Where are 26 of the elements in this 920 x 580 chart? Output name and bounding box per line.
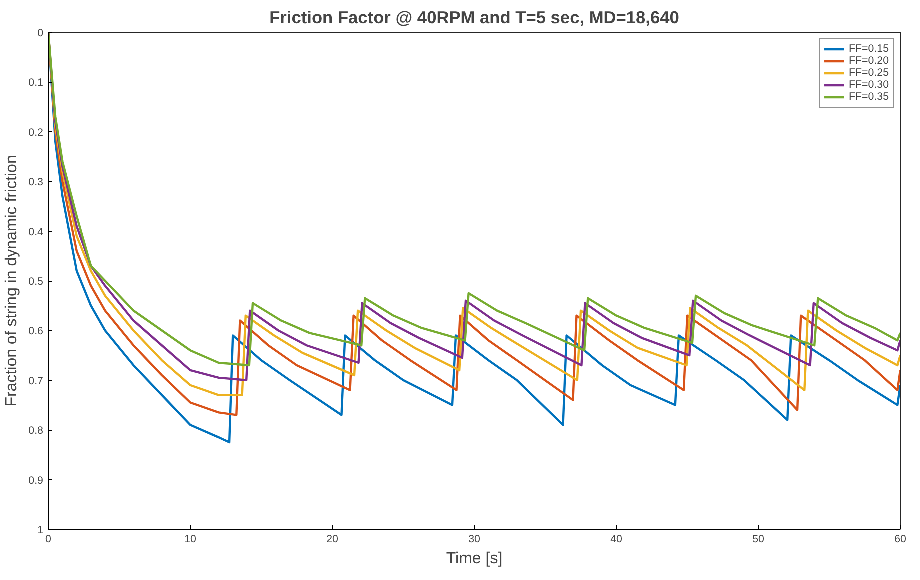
legend-label: FF=0.35 — [849, 91, 889, 103]
y-tick-label: 0.5 — [28, 276, 44, 288]
legend-label: FF=0.30 — [849, 79, 889, 91]
y-tick-label: 0.3 — [28, 176, 44, 189]
y-tick-label: 1 — [38, 524, 44, 536]
y-tick-label: 0.2 — [28, 126, 44, 139]
x-tick-label: 30 — [468, 534, 480, 546]
x-tick-label: 40 — [610, 534, 622, 546]
legend-label: FF=0.15 — [849, 43, 889, 55]
y-tick-label: 0.9 — [28, 474, 44, 487]
y-axis-title: Fraction of string in dynamic friction — [4, 155, 21, 407]
chart-title: Friction Factor @ 40RPM and T=5 sec, MD=18,640 — [270, 8, 680, 28]
x-tick-label: 0 — [46, 534, 52, 546]
x-tick-label: 50 — [752, 534, 764, 546]
y-tick-label: 0.4 — [28, 226, 44, 238]
legend-label: FF=0.25 — [849, 67, 889, 79]
legend-label: FF=0.20 — [849, 55, 889, 67]
y-tick-label: 0.1 — [28, 77, 44, 90]
y-tick-label: 0.6 — [28, 326, 44, 338]
x-tick-label: 20 — [326, 534, 338, 546]
y-tick-label: 0 — [38, 28, 44, 40]
x-tick-label: 60 — [894, 534, 906, 546]
x-axis-title: Time [s] — [446, 550, 503, 568]
y-tick-label: 0.7 — [28, 375, 44, 388]
y-tick-label: 0.8 — [28, 425, 44, 438]
x-tick-label: 10 — [184, 534, 196, 546]
